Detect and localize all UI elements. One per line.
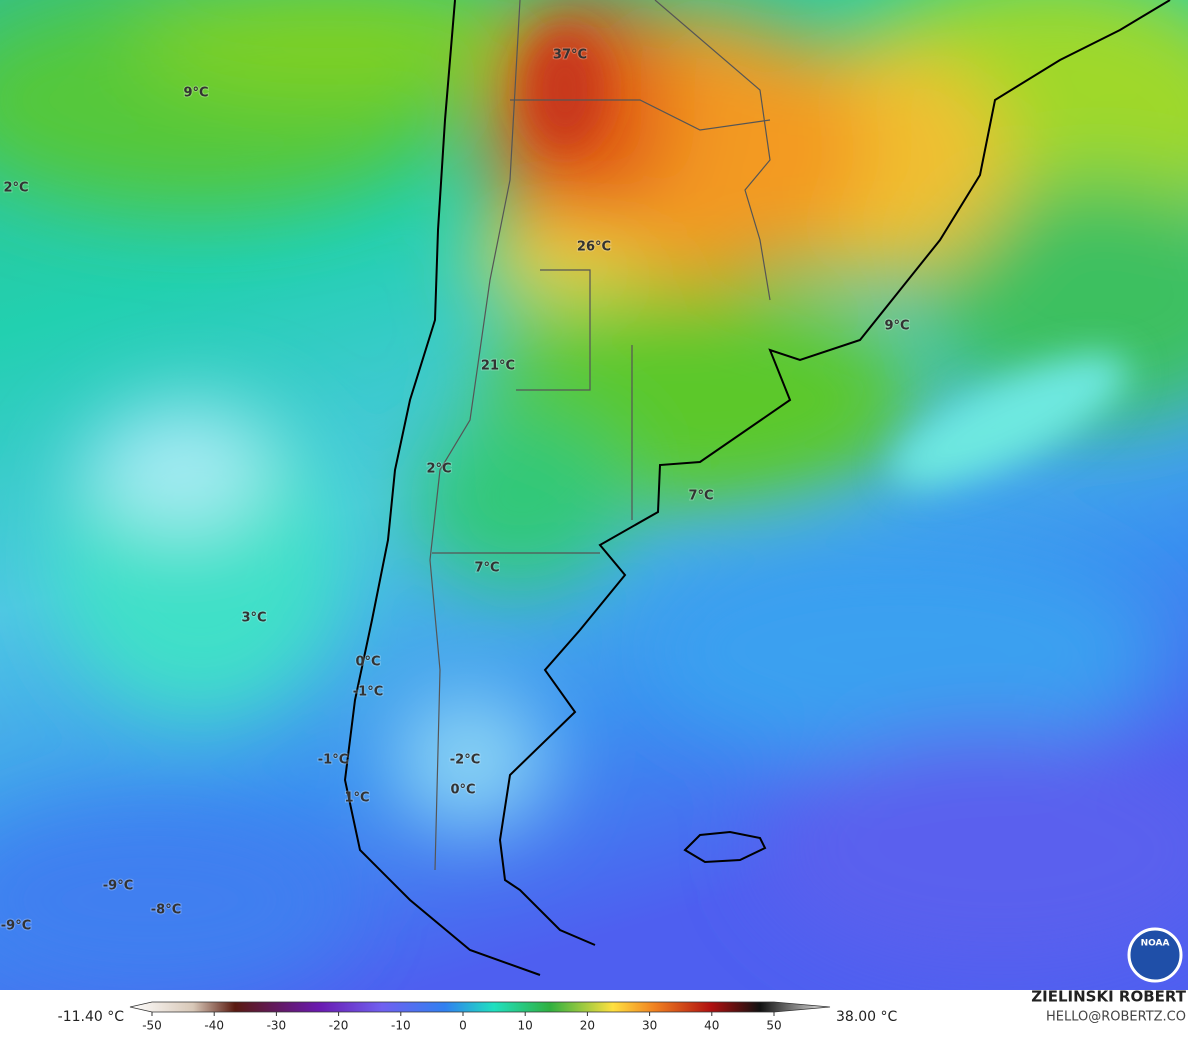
temperature-label: -9°C: [1, 919, 31, 934]
credit-name: ZIELINSKI ROBERT: [1031, 988, 1186, 1006]
temperature-label: 0°C: [355, 655, 380, 670]
temperature-label: 26°C: [577, 240, 611, 255]
colorbar-tick-label: -30: [267, 1019, 287, 1033]
temperature-label: 9°C: [884, 319, 909, 334]
colorbar-min: -11.40 °C: [58, 1009, 125, 1025]
temperature-label: 21°C: [481, 359, 515, 374]
temperature-label: 0°C: [450, 783, 475, 798]
colorbar-tick-label: -40: [204, 1019, 224, 1033]
colorbar-tick-label: -20: [329, 1019, 349, 1033]
temperature-label: 2°C: [3, 181, 28, 196]
temperature-label: -9°C: [103, 879, 133, 894]
coastline: [343, 0, 1171, 976]
temperature-label: 7°C: [474, 561, 499, 576]
colorbar-tick-label: 0: [459, 1019, 467, 1033]
colorbar-tick-label: 10: [518, 1019, 533, 1033]
colorbar-bar: [129, 1001, 831, 1013]
colorbar: -11.40 °C 38.00 °C -50 -40 -30 -20 -10 0 10 20 3…: [58, 1001, 898, 1033]
colorbar-max: 38.00 °C: [836, 1009, 898, 1025]
colorbar-tick-label: 50: [766, 1019, 781, 1033]
temperature-label: 9°C: [183, 86, 208, 101]
temperature-label: -8°C: [151, 903, 181, 918]
temperature-label: 7°C: [688, 489, 713, 504]
colorbar-tick-label: 40: [704, 1019, 719, 1033]
temperature-label: 2°C: [426, 462, 451, 477]
map-labels: 37°C 9°C 2°C 26°C 21°C 9°C 2°C 7°C 7°C 3°C 0°C -1°C…: [0, 47, 911, 935]
colorbar-tick-label: -10: [391, 1019, 411, 1033]
logo: NOAA: [1127, 927, 1183, 983]
temperature-label: -1°C: [318, 753, 348, 768]
colorbar-tick-label: -50: [142, 1019, 162, 1033]
credit-contact: HELLO@ROBERTZ.CO: [1046, 1010, 1186, 1025]
temperature-label: 1°C: [344, 791, 369, 806]
borders: [429, 0, 771, 871]
temperature-label: -2°C: [450, 753, 480, 768]
temperature-label: 3°C: [241, 611, 266, 626]
temperature-label: -1°C: [353, 685, 383, 700]
colorbar-tick-label: 20: [580, 1019, 595, 1033]
temperature-label: 37°C: [553, 48, 587, 63]
logo-text: NOAA: [1141, 939, 1170, 949]
colorbar-tick-label: 30: [642, 1019, 657, 1033]
temperature-field: [0, 0, 1188, 990]
